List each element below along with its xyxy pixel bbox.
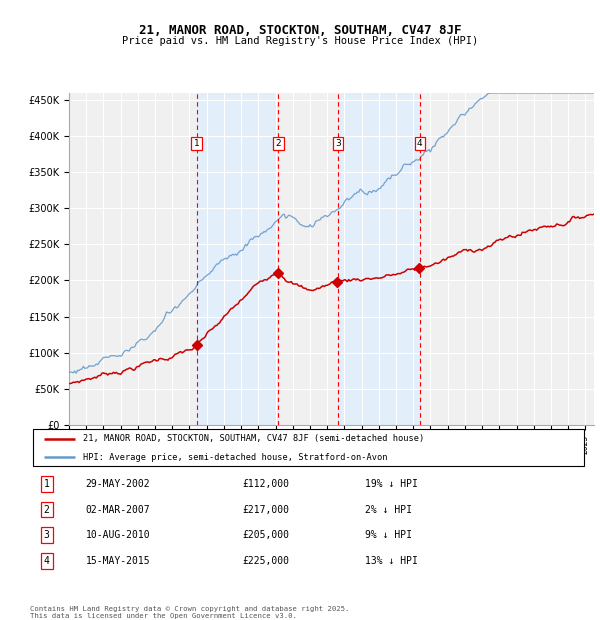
Text: £217,000: £217,000 [242,505,289,515]
Text: 13% ↓ HPI: 13% ↓ HPI [365,556,418,565]
Text: 19% ↓ HPI: 19% ↓ HPI [365,479,418,489]
Text: 9% ↓ HPI: 9% ↓ HPI [365,530,412,540]
Text: 15-MAY-2015: 15-MAY-2015 [86,556,151,565]
Bar [338,93,419,425]
Text: 2% ↓ HPI: 2% ↓ HPI [365,505,412,515]
Text: £225,000: £225,000 [242,556,289,565]
Text: 1: 1 [44,479,50,489]
Text: 21, MANOR ROAD, STOCKTON, SOUTHAM, CV47 8JF (semi-detached house): 21, MANOR ROAD, STOCKTON, SOUTHAM, CV47 … [83,434,424,443]
Text: 1: 1 [194,139,199,148]
Text: 3: 3 [44,530,50,540]
Text: 10-AUG-2010: 10-AUG-2010 [86,530,151,540]
Text: 02-MAR-2007: 02-MAR-2007 [86,505,151,515]
Text: Price paid vs. HM Land Registry's House Price Index (HPI): Price paid vs. HM Land Registry's House … [122,36,478,46]
Text: £112,000: £112,000 [242,479,289,489]
Text: 21, MANOR ROAD, STOCKTON, SOUTHAM, CV47 8JF: 21, MANOR ROAD, STOCKTON, SOUTHAM, CV47 … [139,24,461,37]
Text: 2: 2 [275,139,281,148]
Text: £205,000: £205,000 [242,530,289,540]
Text: 4: 4 [44,556,50,565]
FancyBboxPatch shape [33,430,584,466]
Text: 3: 3 [335,139,341,148]
Text: 29-MAY-2002: 29-MAY-2002 [86,479,151,489]
Text: Contains HM Land Registry data © Crown copyright and database right 2025.
This d: Contains HM Land Registry data © Crown c… [30,606,349,619]
Text: 2: 2 [44,505,50,515]
Bar [197,93,278,425]
Text: HPI: Average price, semi-detached house, Stratford-on-Avon: HPI: Average price, semi-detached house,… [83,453,388,462]
Text: 4: 4 [417,139,422,148]
